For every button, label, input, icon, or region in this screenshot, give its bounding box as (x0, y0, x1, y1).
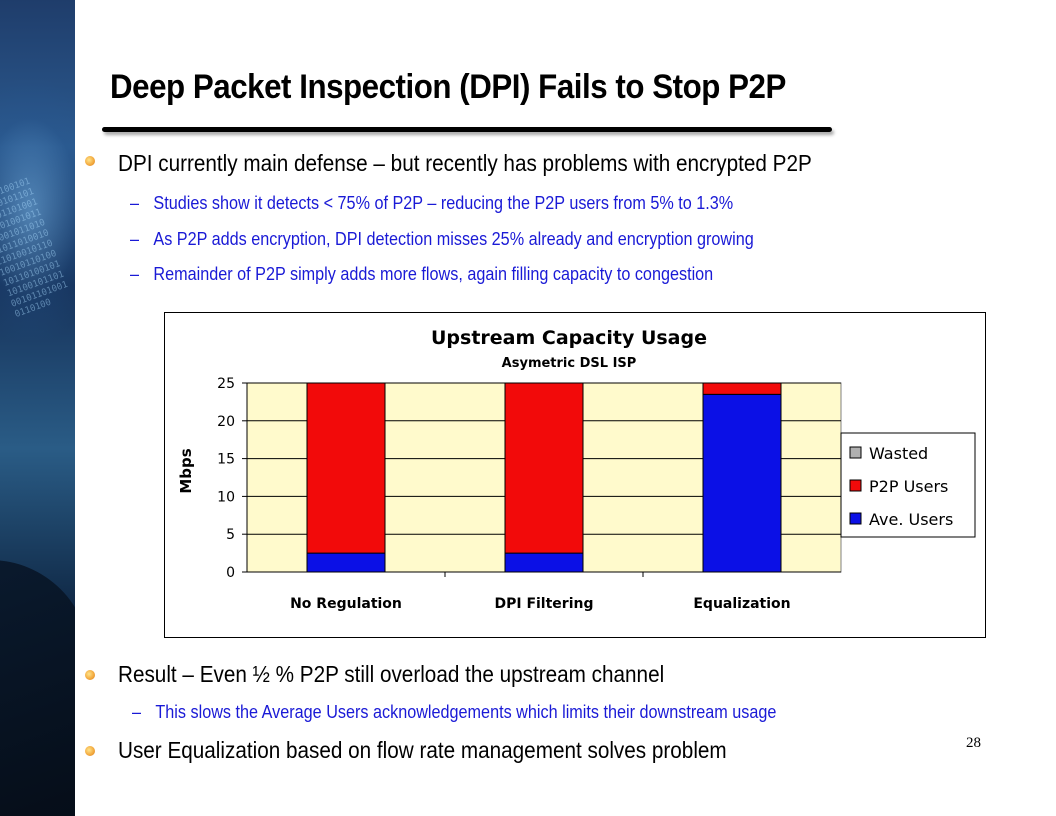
legend-label: Ave. Users (869, 510, 953, 529)
sub-bullet-1-2: – As P2P adds encryption, DPI detection m… (130, 229, 754, 249)
chart-subtitle: Asymetric DSL ISP (502, 356, 637, 371)
slide-title: Deep Packet Inspection (DPI) Fails to St… (110, 68, 786, 106)
sub-bullet-1-1: – Studies show it detects < 75% of P2P – … (130, 193, 734, 213)
y-tick-label: 25 (217, 376, 235, 392)
bar-segment (702, 393, 782, 573)
bar-segment (504, 382, 584, 554)
legend-label: P2P Users (869, 477, 948, 496)
bullet-icon (85, 746, 95, 756)
bullet-2-text: Result – Even ½ % P2P still overload the… (118, 661, 665, 687)
decorative-side-image: 1011010010110100101101001011010010110100… (0, 0, 75, 816)
x-category-label: DPI Filtering (494, 596, 593, 612)
legend-box (840, 432, 976, 538)
legend-swatch (849, 512, 862, 525)
title-underline (102, 127, 832, 132)
y-tick-label: 10 (217, 489, 235, 505)
sub-bullet-text: This slows the Average Users acknowledge… (155, 702, 777, 722)
bullet-icon (85, 156, 95, 166)
y-tick-label: 5 (226, 527, 235, 543)
sub-bullet-text: Studies show it detects < 75% of P2P – r… (153, 193, 734, 213)
y-tick-label: 15 (217, 452, 235, 468)
bar-segment (306, 382, 386, 554)
sub-bullet-text: Remainder of P2P simply adds more flows,… (153, 264, 714, 284)
legend-label: Wasted (869, 444, 928, 463)
bar-segment (702, 382, 782, 395)
chart-frame: Upstream Capacity Usage Asymetric DSL IS… (164, 312, 986, 638)
legend-swatch (849, 479, 862, 492)
legend-swatch (849, 446, 862, 459)
globe-glow (0, 80, 75, 340)
upstream-capacity-chart: Upstream Capacity Usage Asymetric DSL IS… (177, 327, 976, 612)
satellite-dish-silhouette (0, 560, 75, 816)
y-axis-label: Mbps (177, 448, 195, 493)
x-category-label: Equalization (693, 596, 790, 612)
sub-bullet-1-3: – Remainder of P2P simply adds more flows… (130, 264, 714, 284)
y-tick-label: 20 (217, 414, 235, 430)
bullet-icon (85, 670, 95, 680)
bar-segment (504, 552, 584, 573)
chart-title: Upstream Capacity Usage (431, 327, 707, 349)
bullet-3-text: User Equalization based on flow rate man… (118, 737, 727, 763)
page-number: 28 (966, 735, 981, 751)
bullet-1-text: DPI currently main defense – but recentl… (118, 150, 812, 176)
x-category-label: No Regulation (290, 596, 402, 612)
sub-bullet-text: As P2P adds encryption, DPI detection mi… (153, 229, 754, 249)
sub-bullet-2-1: – This slows the Average Users acknowledg… (132, 702, 777, 722)
y-tick-label: 0 (226, 565, 235, 581)
bar-segment (306, 552, 386, 573)
